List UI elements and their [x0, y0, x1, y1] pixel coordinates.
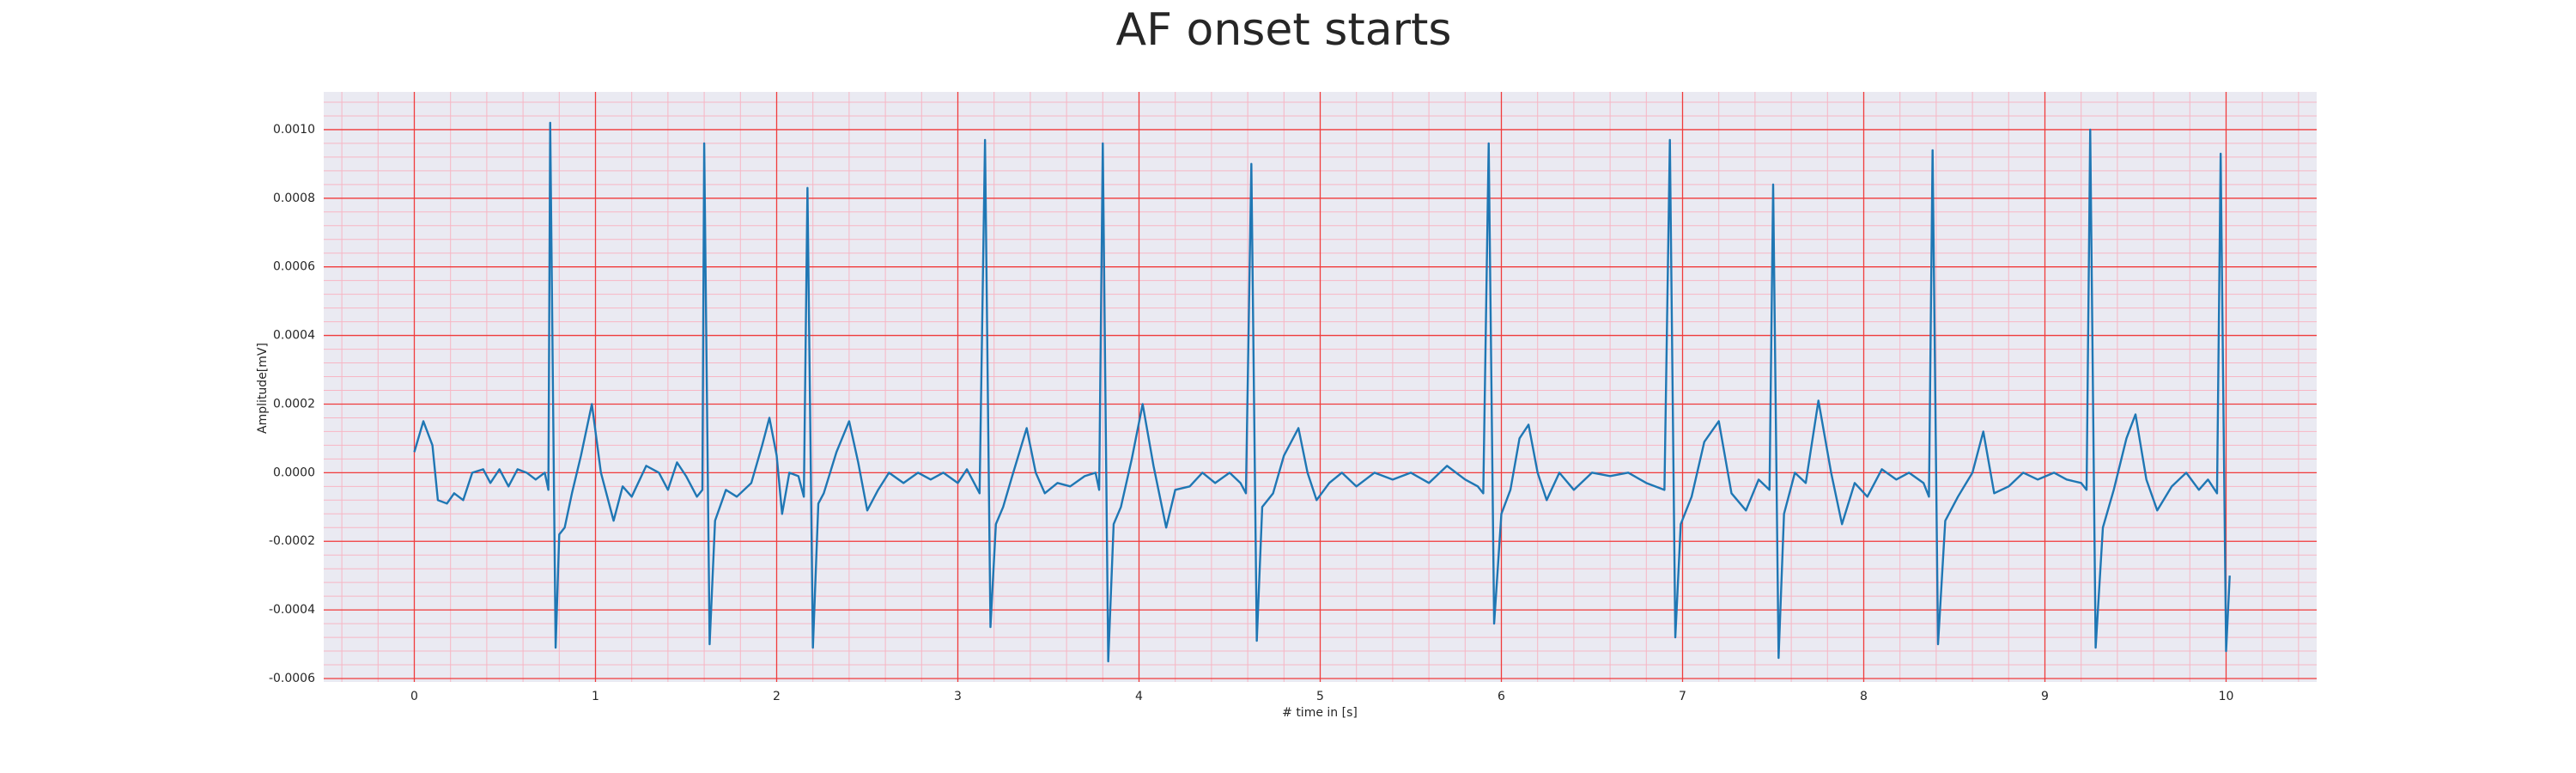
x-tick-label: 7 [1679, 690, 1686, 703]
x-axis-label: # time in [s] [1282, 706, 1358, 720]
x-tick-label: 3 [954, 690, 962, 703]
ecg-line [413, 121, 2231, 663]
x-tick-label: 6 [1498, 690, 1505, 703]
y-tick-label: 0.0008 [273, 192, 315, 205]
x-tick-label: 0 [410, 690, 418, 703]
y-tick-label: 0.0010 [273, 123, 315, 137]
y-tick-label: -0.0002 [269, 534, 315, 548]
y-tick-label: 0.0000 [273, 466, 315, 479]
y-tick-label: -0.0004 [269, 603, 315, 617]
y-axis-label: Amplitude[mV] [256, 343, 270, 434]
x-tick-label: 1 [592, 690, 599, 703]
y-tick-label: 0.0004 [273, 329, 315, 343]
x-tick-label: 10 [2219, 690, 2234, 703]
x-tick-label: 5 [1316, 690, 1324, 703]
y-tick-label: -0.0006 [269, 672, 315, 685]
x-tick-label: 2 [773, 690, 781, 703]
y-tick-label: 0.0002 [273, 397, 315, 411]
chart-title: AF onset starts [1116, 4, 1452, 56]
x-tick-label: 8 [1860, 690, 1868, 703]
y-tick-label: 0.0006 [273, 260, 315, 274]
x-tick-label: 9 [2041, 690, 2049, 703]
x-tick-label: 4 [1135, 690, 1143, 703]
